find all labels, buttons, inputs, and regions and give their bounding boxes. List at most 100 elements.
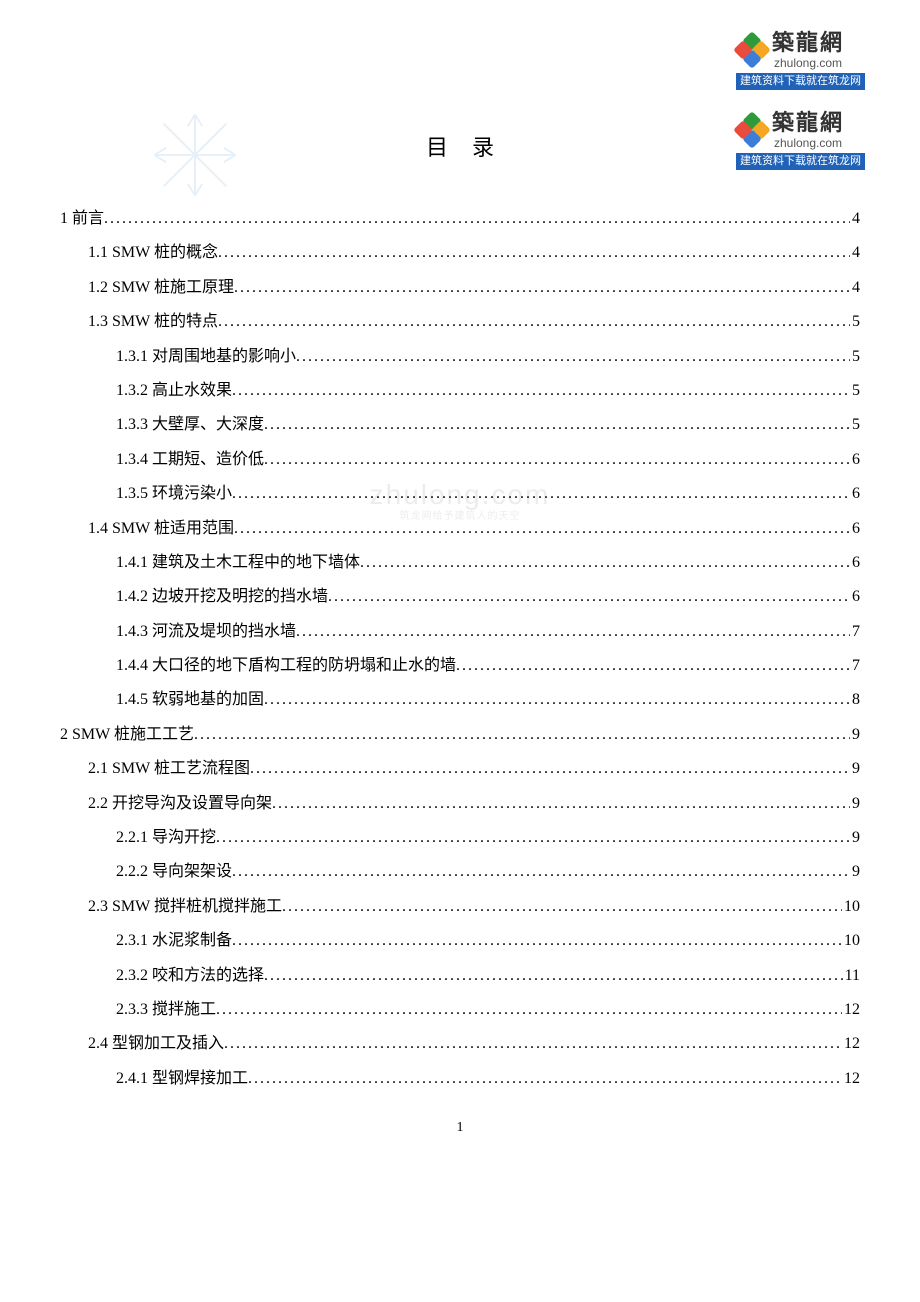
toc-page: 6	[850, 512, 860, 546]
toc-label: 2.3.2 咬和方法的选择	[116, 959, 264, 993]
toc-entry: 1.4.3 河流及堤坝的挡水墙7	[60, 615, 860, 649]
toc-page: 6	[850, 580, 860, 614]
toc-leader-dots	[218, 305, 850, 339]
toc-entry: 2.3 SMW 搅拌桩机搅拌施工10	[60, 890, 860, 924]
logo-box: 築龍網 zhulong.com 建筑资料下载就在筑龙网	[736, 30, 865, 90]
toc-list: 1 前言 41.1 SMW 桩的概念41.2 SMW 桩施工原理41.3 SMW …	[60, 202, 860, 1096]
toc-entry: 2.3.1 水泥浆制备10	[60, 924, 860, 958]
toc-leader-dots	[456, 649, 850, 683]
logo-title-en: zhulong.com	[772, 56, 844, 70]
toc-label: 1 前言	[60, 202, 104, 236]
logo-title-en: zhulong.com	[772, 136, 844, 150]
toc-label: 2.2.1 导沟开挖	[116, 821, 216, 855]
toc-page: 10	[842, 924, 860, 958]
toc-label: 1.3.3 大壁厚、大深度	[116, 408, 264, 442]
toc-label: 2 SMW 桩施工工艺	[60, 718, 194, 752]
toc-label: 2.4 型钢加工及插入	[88, 1027, 224, 1061]
toc-leader-dots	[264, 959, 843, 993]
toc-leader-dots	[264, 408, 850, 442]
top-corner-logo: 築龍網 zhulong.com 建筑资料下载就在筑龙网	[736, 30, 865, 90]
toc-entry: 2.2 开挖导沟及设置导向架 9	[60, 787, 860, 821]
toc-leader-dots	[264, 683, 850, 717]
toc-page: 9	[850, 752, 860, 786]
toc-entry: 1.3.4 工期短、造价低 6	[60, 443, 860, 477]
logo-text-block: 築龍網 zhulong.com	[772, 30, 844, 71]
toc-leader-dots	[104, 202, 850, 236]
toc-entry: 1.4.5 软弱地基的加固 8	[60, 683, 860, 717]
toc-page: 6	[850, 546, 860, 580]
toc-page: 8	[850, 683, 860, 717]
toc-label: 1.4.5 软弱地基的加固	[116, 683, 264, 717]
page-number: 1	[457, 1120, 464, 1136]
toc-page: 5	[850, 408, 860, 442]
toc-leader-dots	[232, 924, 842, 958]
toc-leader-dots	[234, 512, 850, 546]
toc-label: 1.3.5 环境污染小	[116, 477, 232, 511]
toc-entry: 1.2 SMW 桩施工原理4	[60, 271, 860, 305]
toc-leader-dots	[248, 1062, 842, 1096]
snowflake-watermark-icon	[150, 110, 240, 200]
toc-label: 1.4.2 边坡开挖及明挖的挡水墙	[116, 580, 328, 614]
toc-entry: 2.4 型钢加工及插入 12	[60, 1027, 860, 1061]
toc-label: 1.4 SMW 桩适用范围	[88, 512, 234, 546]
logo-flower-icon	[736, 34, 768, 66]
toc-entry: 1.4.1 建筑及土木工程中的地下墙体 6	[60, 546, 860, 580]
toc-entry: 1.3 SMW 桩的特点 5	[60, 305, 860, 339]
logo-row: 築龍網 zhulong.com	[736, 110, 865, 151]
logo-box: 築龍網 zhulong.com 建筑资料下载就在筑龙网	[736, 110, 865, 170]
toc-leader-dots	[328, 580, 850, 614]
toc-page: 7	[850, 649, 860, 683]
toc-label: 1.3.4 工期短、造价低	[116, 443, 264, 477]
toc-label: 1.4.3 河流及堤坝的挡水墙	[116, 615, 296, 649]
toc-leader-dots	[264, 443, 850, 477]
toc-entry: 2.3.3 搅拌施工 12	[60, 993, 860, 1027]
toc-label: 1.4.1 建筑及土木工程中的地下墙体	[116, 546, 360, 580]
toc-page: 12	[842, 1027, 860, 1061]
toc-page: 9	[850, 718, 860, 752]
toc-leader-dots	[194, 718, 850, 752]
toc-label: 2.4.1 型钢焊接加工	[116, 1062, 248, 1096]
logo-title-cn: 築龍網	[772, 30, 844, 56]
toc-entry: 1.3.3 大壁厚、大深度 5	[60, 408, 860, 442]
toc-leader-dots	[296, 615, 850, 649]
toc-page: 5	[850, 340, 860, 374]
toc-entry: 1.3.2 高止水效果5	[60, 374, 860, 408]
toc-entry: 2.4.1 型钢焊接加工12	[60, 1062, 860, 1096]
logo-flower-icon	[736, 114, 768, 146]
toc-label: 2.3 SMW 搅拌桩机搅拌施工	[88, 890, 282, 924]
toc-leader-dots	[232, 477, 850, 511]
toc-page: 5	[850, 374, 860, 408]
toc-page: 12	[842, 993, 860, 1027]
toc-leader-dots	[360, 546, 850, 580]
toc-leader-dots	[232, 855, 850, 889]
toc-label: 1.2 SMW 桩施工原理	[88, 271, 234, 305]
header-logo: 築龍網 zhulong.com 建筑资料下载就在筑龙网	[736, 110, 865, 170]
toc-label: 2.2 开挖导沟及设置导向架	[88, 787, 272, 821]
toc-leader-dots	[282, 890, 842, 924]
toc-leader-dots	[224, 1027, 842, 1061]
page-header: 目录 築龍網 zhulong.com 建筑资料下载就在筑龙网	[60, 130, 860, 162]
toc-page: 6	[850, 477, 860, 511]
toc-entry: 1.3.1 对周围地基的影响小5	[60, 340, 860, 374]
toc-label: 1.3 SMW 桩的特点	[88, 305, 218, 339]
toc-label: 2.3.3 搅拌施工	[116, 993, 216, 1027]
toc-entry: 1.4 SMW 桩适用范围 6	[60, 512, 860, 546]
toc-page: 4	[850, 202, 860, 236]
logo-title-cn: 築龍網	[772, 110, 844, 136]
toc-entry: 2.1 SMW 桩工艺流程图9	[60, 752, 860, 786]
toc-label: 2.2.2 导向架架设	[116, 855, 232, 889]
toc-leader-dots	[234, 271, 850, 305]
toc-page: 9	[850, 787, 860, 821]
logo-row: 築龍網 zhulong.com	[736, 30, 865, 71]
toc-leader-dots	[216, 993, 842, 1027]
toc-entry: 2 SMW 桩施工工艺 9	[60, 718, 860, 752]
toc-page: 5	[850, 305, 860, 339]
toc-leader-dots	[216, 821, 850, 855]
toc-page: 6	[850, 443, 860, 477]
logo-banner: 建筑资料下载就在筑龙网	[736, 153, 865, 170]
toc-entry: 1.1 SMW 桩的概念4	[60, 236, 860, 270]
toc-leader-dots	[232, 374, 850, 408]
toc-entry: 1 前言 4	[60, 202, 860, 236]
toc-entry: 1.4.4 大口径的地下盾构工程的防坍塌和止水的墙7	[60, 649, 860, 683]
logo-banner: 建筑资料下载就在筑龙网	[736, 73, 865, 90]
